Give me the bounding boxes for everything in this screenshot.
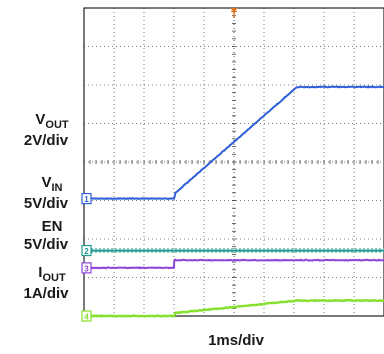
channel-scale-vout: 2V/div — [24, 132, 69, 149]
channel-name-subscript: OUT — [42, 272, 66, 284]
channel-name-subscript: IN — [52, 182, 63, 194]
channel-marker-label-2: 2 — [84, 247, 89, 256]
channel-name-en: EN — [42, 218, 63, 235]
channel-name-subscript: OUT — [45, 119, 69, 131]
channel-name-vin: VIN — [41, 174, 62, 194]
x-axis-label: 1ms/div — [208, 332, 265, 349]
channel-name-main: V — [35, 111, 45, 128]
channel-name-vout: VOUT — [35, 111, 69, 131]
channel-name-iout: IOUT — [38, 264, 66, 284]
channel-name-main: V — [41, 174, 51, 191]
channel-scale-en: 5V/div — [24, 236, 69, 253]
channel-scale-vin: 5V/div — [24, 195, 69, 212]
channel-marker-label-3: 3 — [84, 264, 89, 273]
channel-marker-label-4: 4 — [84, 313, 89, 322]
channel-scale-iout: 1A/div — [23, 285, 69, 302]
channel-name-main: EN — [42, 218, 63, 235]
channel-labels: VOUT2V/divVIN5V/divEN5V/divIOUT1A/div — [23, 111, 69, 302]
channel-marker-label-1: 1 — [84, 195, 89, 204]
